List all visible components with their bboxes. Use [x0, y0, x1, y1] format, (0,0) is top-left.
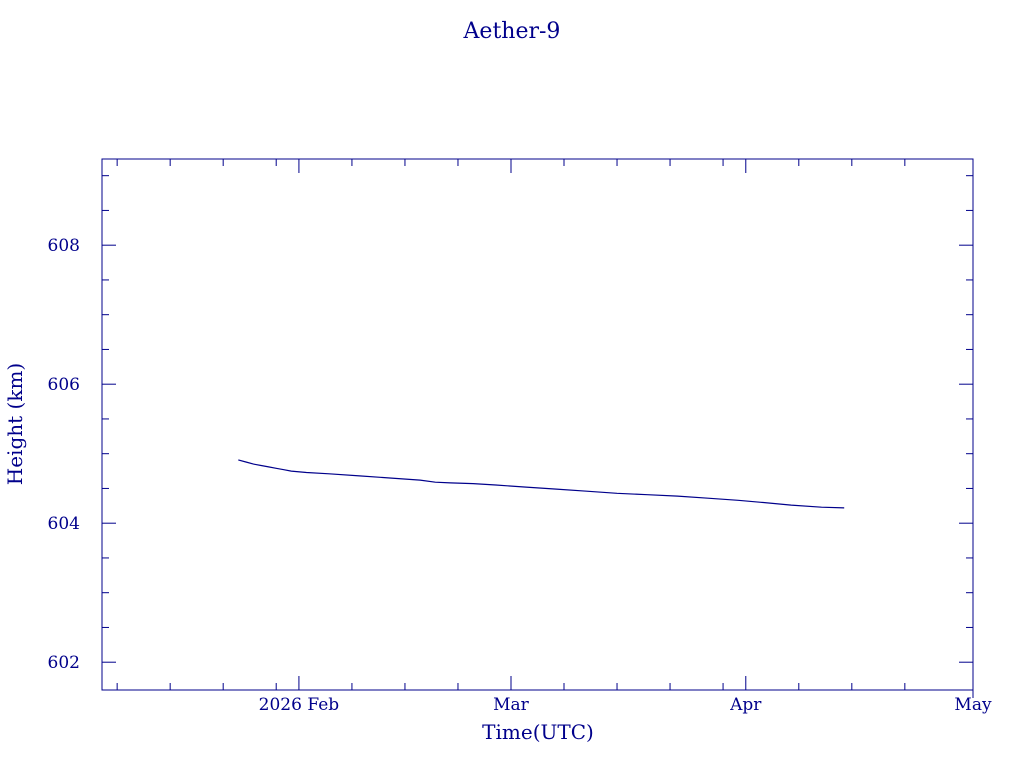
y-tick-label: 604 — [48, 514, 80, 534]
chart-title: Aether-9 — [463, 19, 561, 44]
y-axis-label: Height (km) — [3, 363, 27, 485]
x-axis-tick-labels: 2026 Feb Mar Apr May — [259, 695, 992, 715]
y-axis-ticks — [102, 175, 973, 663]
x-axis-ticks — [116, 159, 974, 698]
y-tick-label: 608 — [48, 236, 80, 256]
x-axis-label: Time(UTC) — [482, 720, 594, 744]
x-tick-label: Mar — [493, 695, 530, 715]
series-line-height — [238, 459, 845, 509]
y-tick-label: 602 — [48, 653, 80, 673]
x-tick-label: May — [954, 695, 992, 715]
x-tick-label: Apr — [729, 695, 762, 715]
y-axis-tick-labels: 602 604 606 608 — [48, 236, 80, 673]
x-tick-label: 2026 Feb — [259, 695, 340, 715]
plot-frame — [101, 158, 974, 691]
y-tick-label: 606 — [48, 375, 80, 395]
